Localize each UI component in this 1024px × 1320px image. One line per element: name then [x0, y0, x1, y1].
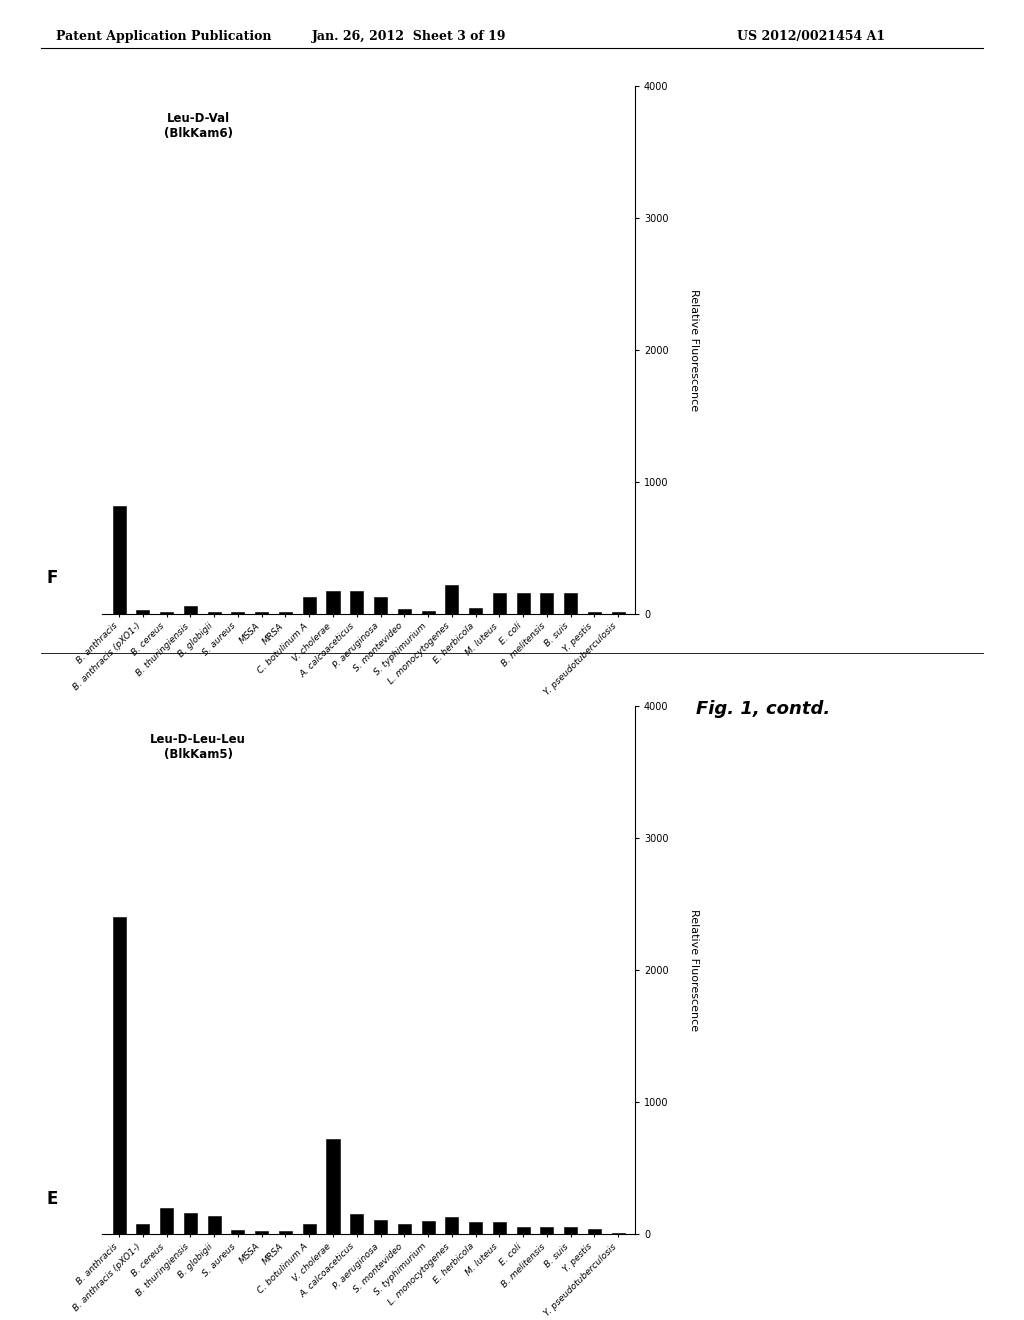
Bar [113, 506, 126, 614]
Bar [350, 1214, 364, 1234]
Bar [136, 610, 150, 614]
Bar [279, 1230, 292, 1234]
Bar [541, 1228, 553, 1234]
Bar [231, 1230, 245, 1234]
Bar [397, 609, 411, 614]
Text: E: E [46, 1189, 57, 1208]
Text: US 2012/0021454 A1: US 2012/0021454 A1 [737, 30, 886, 44]
Bar [493, 1222, 506, 1234]
Bar [255, 1230, 268, 1234]
Bar [517, 1228, 529, 1234]
Bar [327, 591, 340, 614]
Bar [397, 1224, 411, 1234]
Bar [588, 612, 601, 614]
Bar [445, 1217, 459, 1234]
Bar [493, 593, 506, 614]
Bar [303, 1224, 315, 1234]
Text: F: F [46, 569, 57, 587]
Bar [374, 1220, 387, 1234]
Bar [469, 1222, 482, 1234]
Text: Jan. 26, 2012  Sheet 3 of 19: Jan. 26, 2012 Sheet 3 of 19 [312, 30, 507, 44]
Bar [588, 1229, 601, 1234]
Y-axis label: Relative Fluorescence: Relative Fluorescence [689, 909, 699, 1031]
Bar [136, 1224, 150, 1234]
Bar [184, 1213, 197, 1234]
Bar [564, 1228, 578, 1234]
Bar [231, 612, 245, 614]
Bar [374, 597, 387, 614]
Bar [184, 606, 197, 614]
Text: Leu-D-Leu-Leu
(BlkKam5): Leu-D-Leu-Leu (BlkKam5) [151, 733, 246, 760]
Bar [469, 607, 482, 614]
Bar [279, 612, 292, 614]
Bar [208, 1216, 220, 1234]
Text: Leu-D-Val
(BlkKam6): Leu-D-Val (BlkKam6) [164, 112, 232, 140]
Bar [255, 612, 268, 614]
Text: Patent Application Publication: Patent Application Publication [56, 30, 271, 44]
Bar [611, 1233, 625, 1234]
Bar [113, 917, 126, 1234]
Bar [422, 1221, 434, 1234]
Bar [445, 586, 459, 614]
Bar [541, 593, 553, 614]
Bar [422, 611, 434, 614]
Bar [564, 593, 578, 614]
Bar [303, 597, 315, 614]
Bar [327, 1139, 340, 1234]
Bar [350, 590, 364, 614]
Bar [208, 612, 220, 614]
Y-axis label: Relative Fluorescence: Relative Fluorescence [689, 289, 699, 411]
Bar [611, 612, 625, 614]
Bar [160, 612, 173, 614]
Text: Fig. 1, contd.: Fig. 1, contd. [696, 700, 830, 718]
Bar [517, 593, 529, 614]
Bar [160, 1208, 173, 1234]
